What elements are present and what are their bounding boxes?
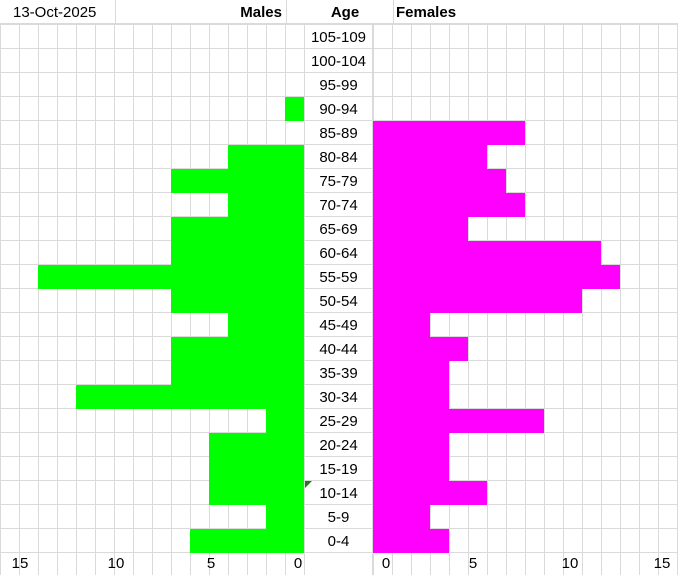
male-tick: 10 [107,555,125,572]
female-bar [373,433,449,457]
female-bar [373,457,449,481]
female-bar [373,265,620,289]
age-group-label[interactable]: 35-39 [319,365,358,382]
male-bar [228,193,304,217]
age-group-label[interactable]: 15-19 [319,461,358,478]
male-tick: 0 [293,555,303,572]
age-group-label[interactable]: 85-89 [319,125,358,142]
age-group-label[interactable]: 30-34 [319,389,358,406]
male-bar [209,433,304,457]
age-group-label[interactable]: 25-29 [319,413,358,430]
comment-indicator-icon [305,481,312,488]
female-bar [373,409,544,433]
male-bar [228,145,304,169]
male-bar [171,217,304,241]
age-group-label[interactable]: 105-109 [310,29,367,46]
age-group-label[interactable]: 20-24 [319,437,358,454]
female-bar [373,529,449,553]
female-bar [373,169,506,193]
age-group-label[interactable]: 100-104 [310,53,367,70]
female-bar [373,121,525,145]
age-group-label[interactable]: 65-69 [319,221,358,238]
female-bar [373,481,487,505]
female-bar [373,289,582,313]
female-bar [373,145,487,169]
age-group-label[interactable]: 55-59 [319,269,358,286]
age-group-label[interactable]: 60-64 [319,245,358,262]
male-bar [171,289,304,313]
female-bar [373,337,468,361]
age-group-label[interactable]: 50-54 [319,293,358,310]
male-bar [285,97,304,121]
male-bar [171,361,304,385]
age-group-label[interactable]: 75-79 [319,173,358,190]
age-group-label[interactable]: 0-4 [327,533,350,550]
male-bar [76,385,304,409]
females-header[interactable]: Females [394,0,678,24]
grid-middle [304,24,373,575]
female-bar [373,385,449,409]
female-bar [373,217,468,241]
female-bar [373,361,449,385]
male-bar [171,169,304,193]
female-bar [373,241,601,265]
age-group-label[interactable]: 95-99 [319,77,358,94]
male-bar [266,505,304,529]
male-bar [209,457,304,481]
female-tick: 10 [561,555,579,572]
age-group-label[interactable]: 40-44 [319,341,358,358]
female-bar [373,193,525,217]
female-tick: 15 [653,555,671,572]
female-bar [373,313,430,337]
male-tick: 5 [206,555,216,572]
female-tick: 0 [381,555,391,572]
male-bar [209,481,304,505]
male-bar [171,241,304,265]
female-bar [373,505,430,529]
male-bar [171,337,304,361]
male-bar [38,265,304,289]
female-tick: 5 [468,555,478,572]
male-tick: 15 [11,555,29,572]
age-header[interactable]: Age [287,0,394,24]
age-group-label[interactable]: 10-14 [319,485,358,502]
male-bar [228,313,304,337]
males-header[interactable]: Males [116,0,287,24]
date-cell[interactable]: 13-Oct-2025 [0,0,116,24]
age-group-label[interactable]: 70-74 [319,197,358,214]
age-group-label[interactable]: 80-84 [319,149,358,166]
age-group-label[interactable]: 90-94 [319,101,358,118]
male-bar [190,529,304,553]
age-group-label[interactable]: 5-9 [327,509,350,526]
age-group-label[interactable]: 45-49 [319,317,358,334]
male-bar [266,409,304,433]
